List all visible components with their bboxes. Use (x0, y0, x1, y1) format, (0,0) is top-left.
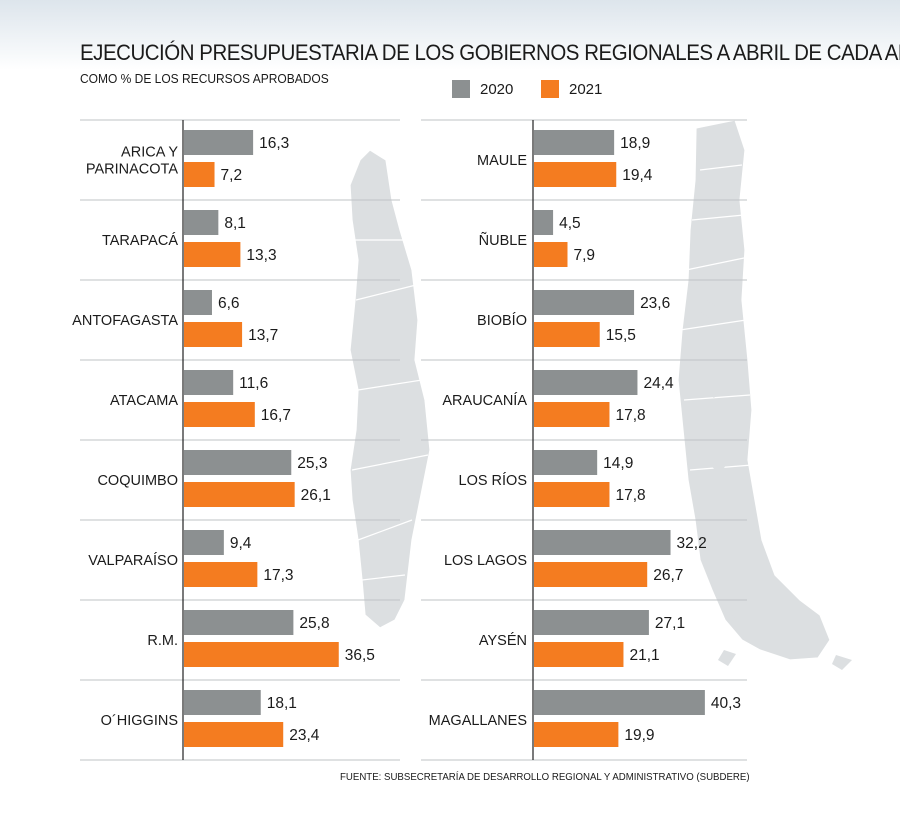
bar-2020 (184, 530, 224, 555)
bar-2021 (184, 562, 258, 587)
category-label: ARICA Y (121, 145, 178, 161)
category-label: PARINACOTA (86, 162, 178, 178)
data-label-2021: 16,7 (261, 407, 291, 424)
data-label-2020: 25,3 (297, 455, 327, 472)
bar-2020 (184, 290, 212, 315)
data-label-2021: 13,7 (248, 327, 278, 344)
data-label-2021: 13,3 (246, 247, 276, 264)
bar-2020 (184, 690, 261, 715)
bar-2020 (534, 530, 671, 555)
data-label-2020: 23,6 (640, 295, 670, 312)
data-label-2021: 17,8 (615, 487, 645, 504)
data-label-2021: 17,8 (615, 407, 645, 424)
chart-title: EJECUCIÓN PRESUPUESTARIA DE LOS GOBIERNO… (80, 40, 900, 65)
bar-2021 (184, 722, 284, 747)
category-label: COQUIMBO (97, 473, 178, 489)
category-label: MAGALLANES (429, 713, 527, 729)
data-label-2020: 14,9 (603, 455, 633, 472)
bar-2021 (534, 562, 648, 587)
legend-label-2020: 2020 (480, 80, 514, 98)
bar-2020 (534, 290, 635, 315)
bar-2021 (184, 242, 241, 267)
bar-2021 (534, 642, 624, 667)
source-note: FUENTE: SUBSECRETARÍA DE DESARROLLO REGI… (340, 771, 750, 783)
chart-subtitle: COMO % DE LOS RECURSOS APROBADOS (80, 72, 329, 86)
data-label-2021: 7,9 (573, 247, 595, 264)
bar-2021 (534, 722, 619, 747)
legend-label-2021: 2021 (569, 80, 603, 98)
bar-2020 (534, 610, 649, 635)
bar-2021 (184, 402, 255, 427)
bar-2021 (534, 242, 568, 267)
bar-2020 (184, 130, 254, 155)
category-label: O´HIGGINS (101, 713, 178, 729)
bar-2020 (184, 610, 294, 635)
bar-2020 (534, 370, 638, 395)
category-label: ÑUBLE (479, 232, 528, 249)
chile-map-illustration (349, 119, 852, 670)
bar-2020 (184, 450, 292, 475)
data-label-2020: 18,1 (267, 695, 297, 712)
data-label-2020: 6,6 (218, 295, 240, 312)
legend-swatch-2021 (541, 80, 559, 98)
legend-item-2021: 2021 (541, 79, 602, 99)
data-label-2020: 24,4 (643, 375, 674, 392)
bar-2020 (534, 130, 615, 155)
category-label: BIOBÍO (477, 312, 527, 329)
bar-2021 (534, 482, 610, 507)
bar-2021 (534, 162, 617, 187)
data-label-2020: 32,2 (677, 535, 707, 552)
bar-2021 (184, 482, 295, 507)
data-label-2020: 27,1 (655, 615, 685, 632)
data-label-2020: 4,5 (559, 215, 581, 232)
map-south-shape (677, 119, 831, 661)
category-label: LOS RÍOS (459, 472, 528, 489)
data-label-2020: 16,3 (259, 135, 289, 152)
data-label-2020: 8,1 (224, 215, 246, 232)
data-label-2021: 17,3 (263, 567, 293, 584)
bar-2021 (534, 402, 610, 427)
data-label-2021: 19,4 (622, 167, 653, 184)
bar-2020 (534, 210, 554, 235)
data-label-2020: 18,9 (620, 135, 650, 152)
data-label-2021: 19,9 (624, 727, 654, 744)
category-label: TARAPACÁ (102, 232, 178, 249)
bar-2021 (184, 642, 339, 667)
category-label: R.M. (147, 633, 178, 649)
category-label: LOS LAGOS (444, 553, 527, 569)
category-label: ARAUCANÍA (442, 392, 527, 409)
data-label-2021: 21,1 (629, 647, 659, 664)
category-label: AYSÉN (479, 632, 527, 649)
data-label-2021: 36,5 (345, 647, 375, 664)
bar-2020 (534, 450, 598, 475)
data-label-2021: 7,2 (221, 167, 243, 184)
data-label-2021: 15,5 (606, 327, 636, 344)
data-label-2021: 26,7 (653, 567, 683, 584)
header-background (0, 0, 900, 70)
legend-item-2020: 2020 (452, 79, 513, 99)
category-label: MAULE (477, 153, 527, 169)
legend-swatch-2020 (452, 80, 470, 98)
data-label-2020: 11,6 (239, 375, 268, 392)
bar-2020 (534, 690, 705, 715)
right-chart-panel: MAULE 18,9 19,4 ÑUBLE 4,5 7,9 BIOBÍO 23,615,5 AR… (421, 119, 747, 761)
bar-2020 (184, 370, 234, 395)
data-label-2021: 23,4 (289, 727, 320, 744)
bar-2021 (534, 322, 600, 347)
bar-2021 (184, 162, 215, 187)
data-label-2021: 26,1 (301, 487, 331, 504)
bar-2021 (184, 322, 243, 347)
data-label-2020: 25,8 (299, 615, 329, 632)
category-label: VALPARAÍSO (88, 552, 178, 569)
data-label-2020: 9,4 (230, 535, 252, 552)
data-label-2020: 40,3 (711, 695, 741, 712)
category-label: ATACAMA (110, 393, 178, 409)
category-label: ANTOFAGASTA (72, 313, 178, 329)
bar-2020 (184, 210, 219, 235)
